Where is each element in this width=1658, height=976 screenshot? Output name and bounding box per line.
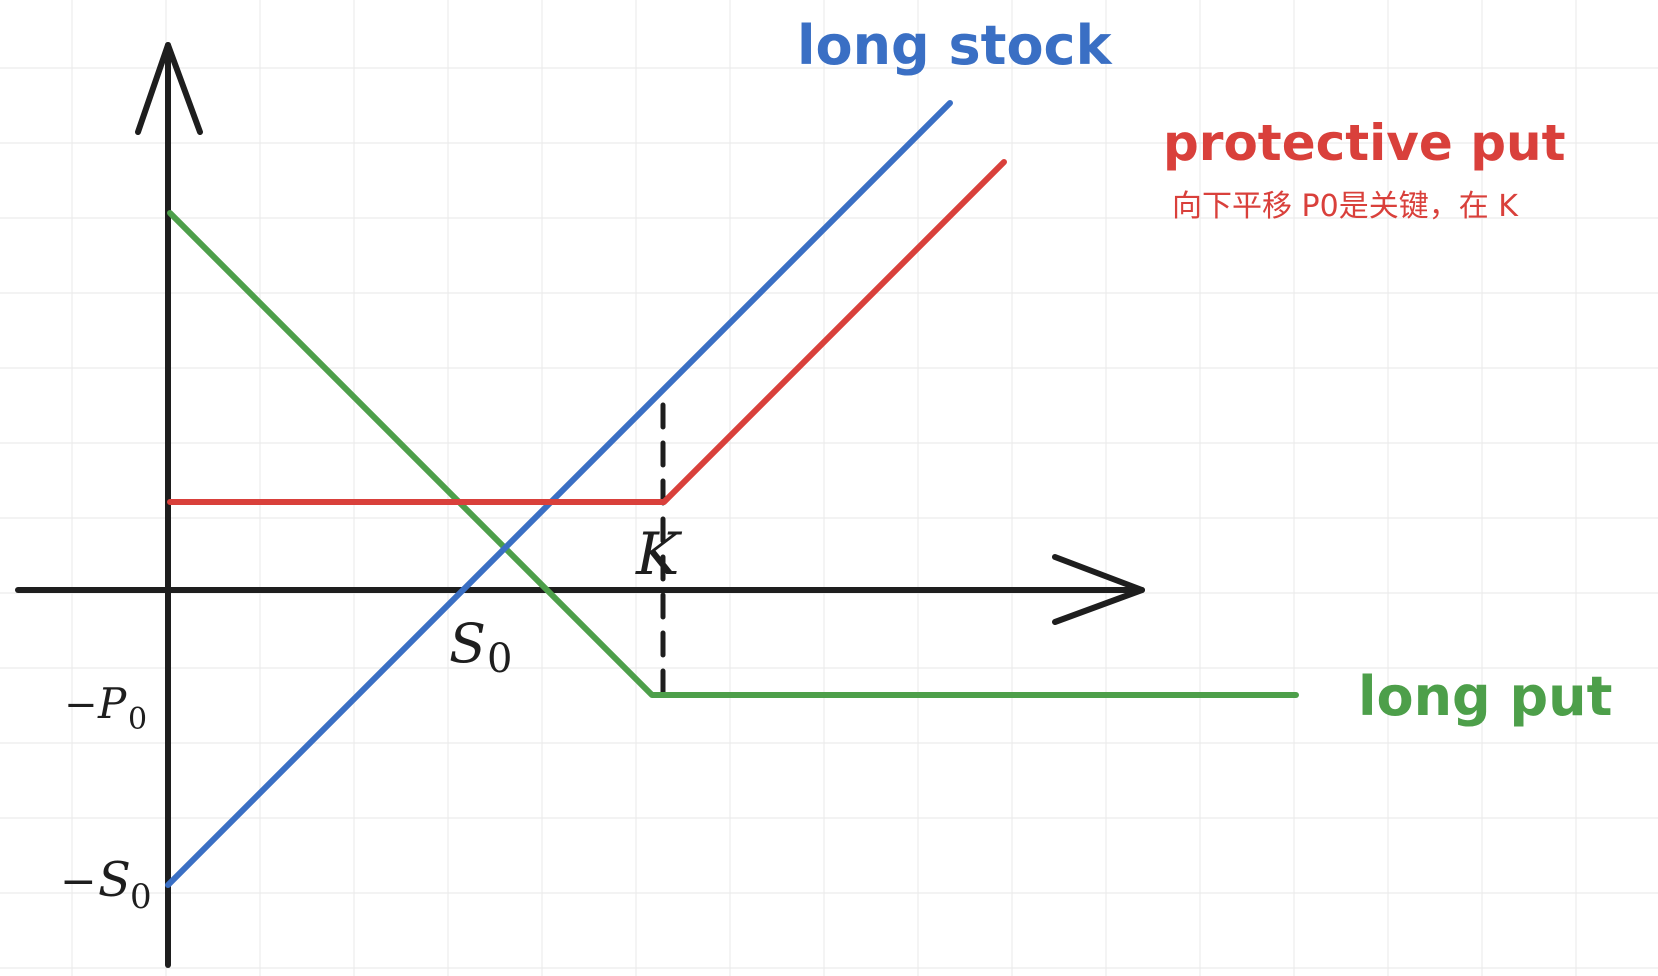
s0-subscript: 0 <box>487 636 512 682</box>
neg-s0-subscript: 0 <box>130 877 152 917</box>
neg-s0-sign: − <box>60 856 97 907</box>
neg-s0-label: − S 0 <box>60 852 152 917</box>
s0-axis-label: S 0 <box>449 612 512 682</box>
strike-label: K <box>635 520 683 588</box>
neg-p0-label: − P 0 <box>64 679 147 737</box>
long-stock-line <box>165 100 953 888</box>
neg-p0-subscript: 0 <box>128 702 147 737</box>
s0-main: S <box>449 612 486 675</box>
protective-put-label: protective put <box>1163 114 1566 172</box>
neg-p0-sign: − <box>64 682 98 728</box>
neg-p0-main: P <box>97 679 127 728</box>
x-axis-arrowhead <box>1052 554 1145 625</box>
axes <box>15 42 1145 968</box>
long-stock-label: long stock <box>797 14 1113 77</box>
long-put-label: long put <box>1358 665 1612 728</box>
protective-put-line <box>167 159 1007 505</box>
neg-s0-main: S <box>98 852 131 908</box>
y-axis-arrowhead <box>135 42 203 135</box>
annotation-text: 向下平移 P0是关键，在 K <box>1172 189 1519 224</box>
long-put-line <box>167 210 1299 698</box>
